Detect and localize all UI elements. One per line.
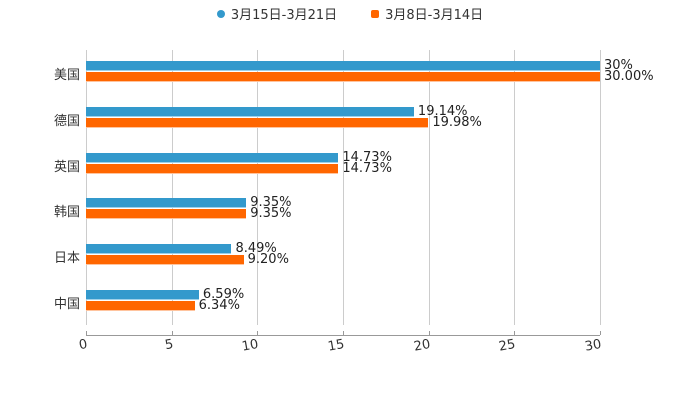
bar-series2[interactable] — [86, 71, 600, 82]
gridline — [257, 50, 258, 325]
x-axis-line — [86, 335, 600, 336]
x-axis-tick — [257, 331, 258, 335]
bar-value-label: 19.98% — [432, 114, 482, 130]
gridline — [172, 50, 173, 325]
x-axis-tick-label: 20 — [412, 337, 432, 355]
x-axis-tick-label: 30 — [583, 337, 603, 355]
bar-value-label: 6.34% — [198, 298, 240, 314]
bar-value-label: 19.14% — [417, 103, 468, 119]
x-axis-tick-label: 10 — [240, 337, 260, 355]
x-axis-tick-label: 25 — [497, 337, 517, 355]
bar-value-label: 30% — [604, 57, 633, 73]
bar-value-label: 30.00% — [604, 68, 654, 84]
gridline — [429, 50, 430, 325]
bar-value-label: 14.73% — [342, 160, 392, 176]
bar-series2[interactable] — [86, 209, 247, 220]
category-label: 韩国 — [53, 205, 80, 221]
x-axis-tick — [514, 331, 515, 335]
bar-series2[interactable] — [86, 117, 429, 128]
bar-series1[interactable] — [86, 198, 247, 209]
bar-value-label: 14.73% — [342, 149, 392, 165]
x-axis-tick — [343, 331, 344, 335]
bar-series1[interactable] — [86, 152, 339, 163]
category-label: 日本 — [53, 251, 80, 267]
bar-series1[interactable] — [86, 290, 199, 301]
x-axis-tick-label: 5 — [163, 337, 175, 354]
legend-label-series1: 3月15日-3月21日 — [230, 8, 338, 23]
category-label: 中国 — [53, 297, 80, 313]
bar-value-label: 9.20% — [247, 252, 289, 268]
x-axis-tick-label: 15 — [326, 337, 346, 355]
bar-series1[interactable] — [86, 60, 600, 71]
legend-circle-icon — [216, 9, 225, 18]
gridline — [343, 50, 344, 325]
gridline — [600, 50, 601, 325]
legend-label-series2: 3月8日-3月14日 — [385, 8, 484, 23]
category-label: 美国 — [53, 67, 80, 83]
bar-series1[interactable] — [86, 106, 414, 117]
gridline — [514, 50, 515, 325]
x-axis-tick — [429, 331, 430, 335]
bar-value-label: 9.35% — [250, 195, 292, 211]
category-label: 英国 — [53, 159, 80, 175]
chart-legend: 3月15日-3月21日 3月8日-3月14日 — [0, 4, 700, 23]
x-axis-tick — [86, 331, 87, 335]
gridline — [86, 50, 87, 325]
x-axis-tick-label: 0 — [77, 337, 89, 354]
bar-series2[interactable] — [86, 301, 195, 312]
bar-series2[interactable] — [86, 163, 339, 174]
category-label: 德国 — [53, 113, 80, 129]
legend-item-series1[interactable]: 3月15日-3月21日 — [216, 4, 338, 23]
x-axis-tick — [172, 331, 173, 335]
legend-item-series2[interactable]: 3月8日-3月14日 — [371, 4, 483, 23]
bar-value-label: 9.35% — [250, 206, 292, 222]
legend-square-icon — [371, 9, 380, 18]
bar-value-label: 8.49% — [235, 241, 277, 257]
bar-series1[interactable] — [86, 244, 232, 255]
bar-series2[interactable] — [86, 255, 244, 266]
bar-value-label: 6.59% — [202, 287, 245, 303]
x-axis-tick — [600, 331, 601, 335]
